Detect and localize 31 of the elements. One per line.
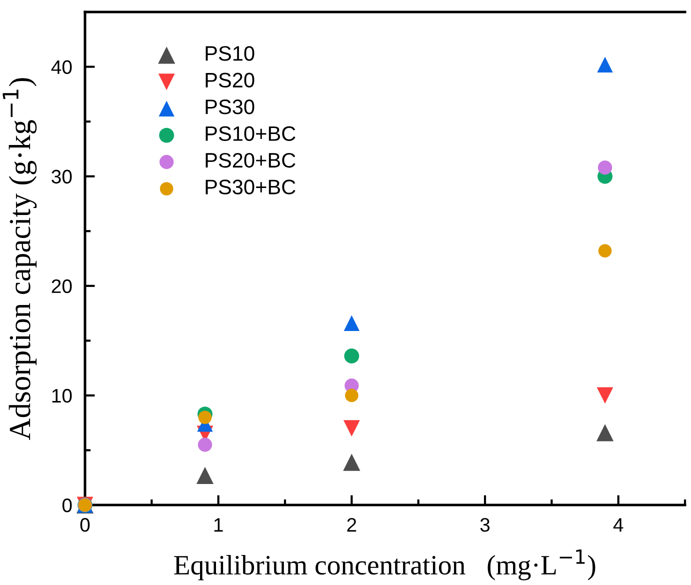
point <box>597 56 613 72</box>
point <box>598 160 612 175</box>
point <box>198 410 212 424</box>
legend-label: PS30+BC <box>206 180 296 194</box>
x-tick-label: 4 <box>613 518 624 532</box>
y-tick-label: 20 <box>52 279 72 294</box>
point <box>343 454 360 471</box>
point <box>196 466 214 484</box>
x-tick-label: 3 <box>480 518 490 532</box>
x-tick-label: 1 <box>214 518 223 532</box>
legend-label: PS20 <box>206 72 254 88</box>
point <box>596 424 614 442</box>
y-axis-title: Adsorption capacity (g·kg$^{−1}$) <box>2 78 37 440</box>
legend-label: PS10 <box>206 46 254 61</box>
x-tick-label: 2 <box>347 518 356 532</box>
point <box>344 315 360 331</box>
y-tick-label: 0 <box>62 498 72 512</box>
legend-label: PS30 <box>206 100 254 114</box>
y-tick-label: 10 <box>52 388 72 403</box>
point <box>345 388 358 402</box>
point <box>198 438 212 452</box>
point <box>343 420 360 437</box>
point <box>598 244 612 258</box>
x-tick-label: 0 <box>80 518 90 532</box>
y-tick-label: 30 <box>52 170 72 184</box>
point <box>596 387 614 404</box>
y-tick-label: 40 <box>51 60 72 74</box>
point <box>344 348 360 364</box>
legend-label: PS10+BC <box>206 126 296 141</box>
legend-label: PS20+BC <box>206 152 296 168</box>
x-axis-title: Equilibrium concentration (mg·L$^{−1}$) <box>174 550 596 580</box>
